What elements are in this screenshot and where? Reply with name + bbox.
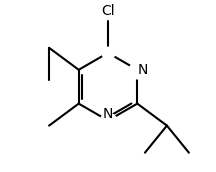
Text: N: N xyxy=(137,63,148,77)
Text: N: N xyxy=(103,106,113,121)
Text: Cl: Cl xyxy=(101,4,115,18)
